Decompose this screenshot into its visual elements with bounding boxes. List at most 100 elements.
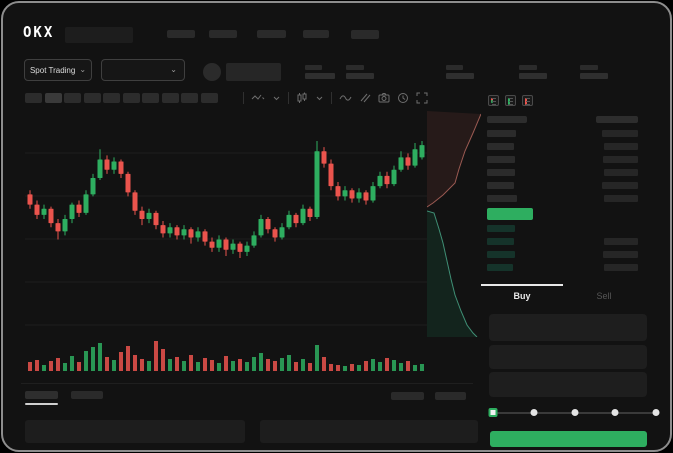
bid-row-2-price-bar [487, 238, 514, 245]
bid-row-4-amount-bar [604, 264, 638, 271]
bid-row-2-amount-bar [604, 238, 638, 245]
bid-row-3-amount-bar [603, 251, 638, 258]
bottom-panel-1 [25, 420, 245, 443]
bottom-tab-indicator [25, 403, 58, 405]
bids-depth-line [427, 210, 478, 337]
bottom-tab-2[interactable] [71, 391, 103, 399]
interval-button-3[interactable] [64, 93, 81, 103]
market-type-selector[interactable]: Spot Trading ⌄ [24, 59, 92, 81]
interval-button-5[interactable] [103, 93, 120, 103]
bottom-mini-action-2[interactable] [435, 392, 466, 400]
bottom-panel-2 [260, 420, 478, 443]
ask-row-1-price-bar [487, 130, 516, 137]
book-split-view-icon[interactable] [488, 95, 499, 106]
ask-row-5-amount-bar [602, 182, 638, 189]
slider-stop-75[interactable] [611, 409, 619, 416]
line-style-icon[interactable] [251, 92, 265, 104]
total-input[interactable] [489, 372, 647, 397]
nav-item-2[interactable] [209, 30, 237, 38]
interval-button-1[interactable] [25, 93, 42, 103]
stat-group-3 [446, 65, 474, 79]
amount-slider[interactable] [488, 408, 660, 417]
camera-icon[interactable] [378, 92, 390, 104]
ask-row-6-amount-bar [604, 195, 638, 202]
bottom-mini-action-1[interactable] [391, 392, 424, 400]
candle-type-icon[interactable] [296, 92, 308, 104]
bid-row-3[interactable] [481, 251, 663, 259]
ask-row-4-amount-bar [604, 169, 638, 176]
logo-adjacent-placeholder [65, 27, 133, 43]
chart-tools [243, 92, 428, 104]
ask-row-2-amount-bar [604, 143, 638, 150]
interval-button-9[interactable] [181, 93, 198, 103]
bid-row-3-price-bar [487, 251, 515, 258]
ask-row-5[interactable] [481, 182, 663, 190]
okx-logo: OKX [23, 24, 55, 42]
nav-item-5[interactable] [351, 30, 379, 39]
bid-row-4-price-bar [487, 264, 513, 271]
ask-row-4[interactable] [481, 169, 663, 177]
indicator-wave-icon[interactable] [339, 92, 352, 104]
ask-row-2[interactable] [481, 143, 663, 151]
amount-input[interactable] [489, 345, 647, 369]
ask-row-3[interactable] [481, 156, 663, 164]
ask-row-2-price-bar [487, 143, 514, 150]
ask-row-3-price-bar [487, 156, 515, 163]
ask-row-6[interactable] [481, 195, 663, 203]
orderbook-panel [481, 89, 663, 284]
slider-stop-50[interactable] [571, 409, 578, 416]
trade-form [481, 306, 663, 450]
slider-stop-25[interactable] [530, 409, 538, 416]
ask-row-6-price-bar [487, 195, 517, 202]
draw-lines-icon[interactable] [359, 92, 371, 104]
slider-handle[interactable] [488, 408, 498, 417]
nav-item-3[interactable] [257, 30, 286, 38]
interval-row [25, 93, 218, 103]
interval-button-4[interactable] [83, 93, 101, 103]
market-type-label: Spot Trading [29, 65, 76, 75]
book-bids-view-icon[interactable] [505, 95, 516, 106]
orderbook-view-toggles [488, 95, 533, 106]
bottom-divider [21, 383, 473, 384]
last-price-placeholder [226, 63, 281, 81]
asks-depth-line [427, 113, 481, 208]
history-clock-icon[interactable] [397, 92, 409, 104]
bids-depth-area [427, 211, 477, 337]
chevron-down-icon: ⌄ [79, 65, 87, 74]
bid-row-4[interactable] [481, 264, 663, 272]
slider-stop-100[interactable] [652, 409, 660, 416]
book-col-header-amount [596, 116, 638, 123]
bid-row-1-price-bar [487, 225, 515, 232]
interval-button-8[interactable] [161, 93, 179, 103]
interval-button-6[interactable] [122, 93, 140, 103]
pair-selector-dropdown[interactable]: ⌄ [101, 59, 185, 81]
price-chart-canvas[interactable] [25, 113, 427, 373]
book-col-header-price [487, 116, 527, 123]
book-asks-view-icon[interactable] [522, 95, 533, 106]
fullscreen-icon[interactable] [416, 92, 428, 104]
nav-item-1[interactable] [167, 30, 195, 38]
nav-item-4[interactable] [303, 30, 329, 38]
price-input[interactable] [489, 314, 647, 341]
ask-row-1[interactable] [481, 130, 663, 138]
caret-icon[interactable] [272, 92, 281, 104]
interval-button-2[interactable] [44, 93, 62, 103]
last-price-highlight[interactable] [487, 208, 533, 220]
caret-icon[interactable] [315, 92, 324, 104]
interval-button-7[interactable] [142, 93, 159, 103]
ask-row-3-amount-bar [603, 156, 638, 163]
tab-sell[interactable]: Sell [596, 291, 612, 301]
interval-button-10[interactable] [200, 93, 218, 103]
depth-overlay [427, 111, 481, 337]
pair-icon [203, 63, 221, 81]
stat-group-5 [580, 65, 608, 79]
bid-row-1[interactable] [481, 225, 663, 233]
bid-row-2[interactable] [481, 238, 663, 246]
tab-buy[interactable]: Buy [513, 291, 531, 301]
bottom-tab-1[interactable] [25, 391, 58, 399]
asks-depth-area [427, 111, 481, 207]
ask-row-4-price-bar [487, 169, 515, 176]
tab-indicator [481, 284, 563, 286]
buy-button[interactable] [490, 431, 647, 447]
chevron-down-icon: ⌄ [170, 65, 177, 74]
